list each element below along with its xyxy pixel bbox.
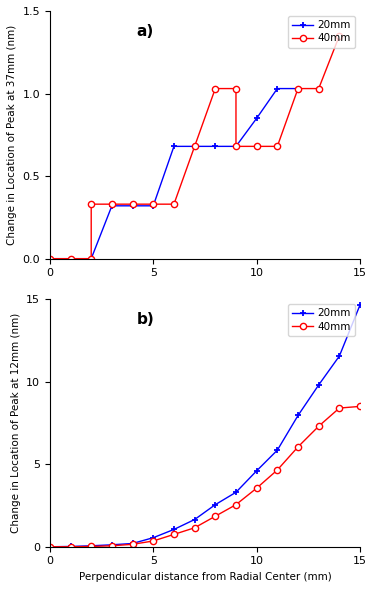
40mm [316, 423, 321, 430]
40mm [192, 143, 197, 150]
40mm [151, 201, 156, 208]
20mm [213, 501, 218, 508]
40mm [47, 255, 52, 262]
20mm [192, 143, 197, 150]
20mm [316, 382, 321, 389]
20mm [337, 352, 341, 359]
40mm [337, 32, 341, 39]
Line: 40mm: 40mm [47, 32, 343, 262]
40mm [110, 201, 114, 208]
40mm [192, 524, 197, 531]
40mm [234, 143, 238, 150]
20mm [47, 255, 52, 262]
40mm [275, 466, 280, 474]
20mm [296, 412, 300, 419]
40mm [316, 85, 321, 92]
20mm [254, 115, 259, 122]
Legend: 20mm, 40mm: 20mm, 40mm [288, 16, 355, 48]
Y-axis label: Change in Location of Peak at 12mm (nm): Change in Location of Peak at 12mm (nm) [10, 313, 21, 533]
40mm [68, 255, 73, 262]
20mm [296, 85, 300, 92]
Line: 20mm: 20mm [46, 85, 301, 262]
40mm [213, 512, 218, 519]
20mm [130, 202, 135, 209]
40mm [358, 403, 362, 410]
20mm [47, 543, 52, 550]
20mm [151, 202, 156, 209]
20mm [68, 543, 73, 550]
40mm [68, 543, 73, 550]
Line: 40mm: 40mm [47, 403, 363, 550]
Y-axis label: Change in Location of Peak at 37mm (nm): Change in Location of Peak at 37mm (nm) [7, 25, 17, 245]
20mm [130, 540, 135, 547]
20mm [234, 489, 238, 496]
20mm [151, 534, 156, 541]
20mm [172, 526, 176, 533]
20mm [192, 516, 197, 523]
40mm [337, 405, 341, 412]
20mm [110, 541, 114, 548]
40mm [254, 143, 259, 150]
40mm [130, 541, 135, 548]
40mm [110, 542, 114, 550]
40mm [296, 444, 300, 451]
40mm [275, 143, 280, 150]
40mm [254, 485, 259, 492]
20mm [234, 143, 238, 150]
20mm [89, 542, 94, 550]
20mm [68, 255, 73, 262]
40mm [213, 85, 218, 92]
Text: b): b) [137, 312, 154, 327]
X-axis label: Perpendicular distance from Radial Center (mm): Perpendicular distance from Radial Cente… [79, 572, 331, 582]
20mm [110, 202, 114, 209]
20mm [172, 143, 176, 150]
20mm [275, 446, 280, 454]
40mm [172, 201, 176, 208]
20mm [213, 143, 218, 150]
Line: 20mm: 20mm [46, 302, 364, 550]
20mm [358, 302, 362, 309]
40mm [151, 538, 156, 545]
40mm [172, 531, 176, 538]
40mm [89, 255, 94, 262]
20mm [275, 85, 280, 92]
40mm [234, 501, 238, 508]
40mm [130, 201, 135, 208]
40mm [296, 85, 300, 92]
40mm [89, 201, 94, 208]
Text: a): a) [137, 24, 154, 39]
Legend: 20mm, 40mm: 20mm, 40mm [288, 305, 355, 336]
40mm [89, 543, 94, 550]
20mm [254, 467, 259, 474]
40mm [234, 85, 238, 92]
40mm [47, 543, 52, 550]
20mm [89, 255, 94, 262]
